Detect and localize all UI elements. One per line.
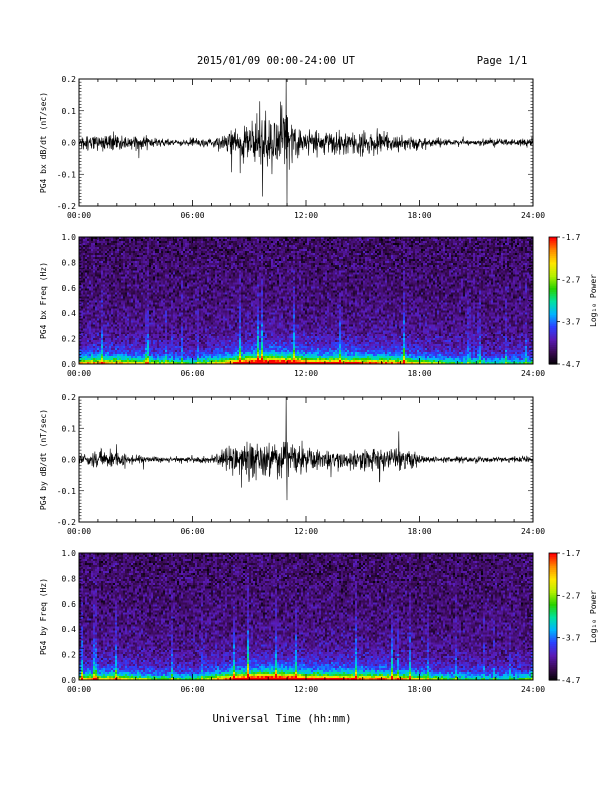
colorbar-label: Log₁₀ Power xyxy=(589,274,598,327)
page-number: Page 1/1 xyxy=(477,55,528,67)
spectrogram-image xyxy=(79,237,533,364)
x-axis-title: Universal Time (hh:mm) xyxy=(212,713,351,725)
y-tick-label: 0.1 xyxy=(62,107,77,116)
y-tick-label: 1.0 xyxy=(62,233,77,242)
y-tick-label: 0.0 xyxy=(62,139,77,148)
x-tick-label: 24:00 xyxy=(521,369,545,378)
colorbar: -1.7 -2.7 -3.7 -4.7 Log₁₀ Power xyxy=(548,233,598,369)
y-tick-label: 0.6 xyxy=(62,600,77,609)
x-tick-label: 12:00 xyxy=(294,369,318,378)
colorbar-tick-label: -4.7 xyxy=(561,676,580,685)
y-tick-label: -0.1 xyxy=(57,487,76,496)
y-axis-label: PG4 by dB/dt (nT/sec) xyxy=(39,409,48,510)
x-tick-label: 00:00 xyxy=(67,527,91,536)
page-title: 2015/01/09 00:00-24:00 UT xyxy=(197,55,356,67)
y-tick-label: 0.2 xyxy=(62,393,77,402)
colorbar-tick-label: -1.7 xyxy=(561,233,580,242)
series-line xyxy=(78,396,534,501)
y-tick-label: 0.2 xyxy=(62,335,77,344)
x-tick-label: 24:00 xyxy=(521,211,545,220)
y-tick-label: 0.1 xyxy=(62,424,77,433)
colorbar-tick-label: -2.7 xyxy=(561,591,580,600)
x-tick-label: 24:00 xyxy=(521,527,545,536)
x-tick-label: 06:00 xyxy=(180,685,204,694)
colorbar-tick-label: -3.7 xyxy=(561,318,580,327)
colorbar-label: Log₁₀ Power xyxy=(589,590,598,643)
y-tick-label: 0.0 xyxy=(62,456,77,465)
y-tick-label: -0.1 xyxy=(57,170,76,179)
y-tick-label: 0.8 xyxy=(62,258,77,267)
y-tick-label: -0.2 xyxy=(57,202,76,211)
x-tick-label: 00:00 xyxy=(67,685,91,694)
colorbar-tick-label: -3.7 xyxy=(561,634,580,643)
y-tick-label: 0.0 xyxy=(62,360,77,369)
panels: 00:00 06:00 12:00 18:00 24:00 0.2 0.1 0.0 -0.1 -0… xyxy=(39,75,598,694)
y-tick-label: 0.2 xyxy=(62,651,77,660)
colorbar-tick-label: -4.7 xyxy=(561,360,580,369)
x-tick-label: 00:00 xyxy=(67,211,91,220)
y-tick-label: 0.8 xyxy=(62,574,77,583)
y-axis-label: PG4 bx Freq (Hz) xyxy=(39,262,48,339)
colorbar: -1.7 -2.7 -3.7 -4.7 Log₁₀ Power xyxy=(548,549,598,685)
y-tick-label: 0.4 xyxy=(62,625,77,634)
y-tick-label: 1.0 xyxy=(62,549,77,558)
colorbar-tick-label: -1.7 xyxy=(561,549,580,558)
x-tick-label: 06:00 xyxy=(180,369,204,378)
x-tick-label: 24:00 xyxy=(521,685,545,694)
y-tick-label: 0.4 xyxy=(62,309,77,318)
x-tick-label: 18:00 xyxy=(407,685,431,694)
x-tick-label: 06:00 xyxy=(180,211,204,220)
y-tick-label: 0.6 xyxy=(62,284,77,293)
y-axis-label: PG4 by Freq (Hz) xyxy=(39,578,48,655)
y-axis-label: PG4 bx dB/dt (nT/sec) xyxy=(39,92,48,193)
x-tick-label: 18:00 xyxy=(407,369,431,378)
spectrogram-image xyxy=(79,553,533,680)
x-tick-label: 06:00 xyxy=(180,527,204,536)
colorbar-tick-label: -2.7 xyxy=(561,275,580,284)
x-tick-label: 18:00 xyxy=(407,527,431,536)
x-tick-label: 18:00 xyxy=(407,211,431,220)
y-tick-label: -0.2 xyxy=(57,518,76,527)
y-tick-label: 0.0 xyxy=(62,676,77,685)
x-tick-label: 12:00 xyxy=(294,685,318,694)
x-tick-label: 00:00 xyxy=(67,369,91,378)
x-tick-label: 12:00 xyxy=(294,527,318,536)
x-tick-label: 12:00 xyxy=(294,211,318,220)
y-tick-label: 0.2 xyxy=(62,75,77,84)
series-line xyxy=(78,78,534,207)
